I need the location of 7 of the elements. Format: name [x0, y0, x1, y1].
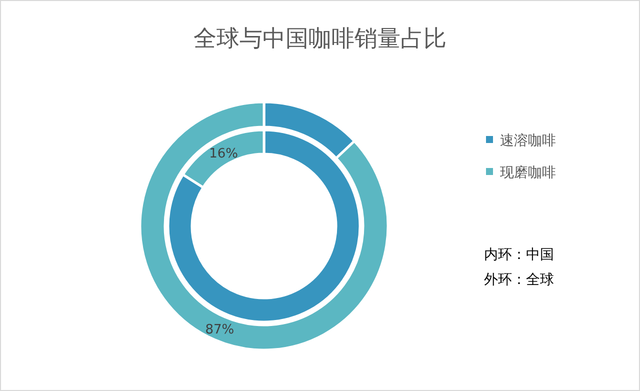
- legend-label: 现磨咖啡: [500, 165, 556, 181]
- legend-label: 速溶咖啡: [500, 133, 556, 149]
- text: 外环：全球: [484, 272, 554, 288]
- chart-title: 全球与中国咖啡销量占比: [194, 26, 446, 52]
- data-label: 87%: [205, 322, 234, 338]
- text: 内环：中国: [484, 247, 554, 263]
- data-label: 16%: [209, 146, 238, 162]
